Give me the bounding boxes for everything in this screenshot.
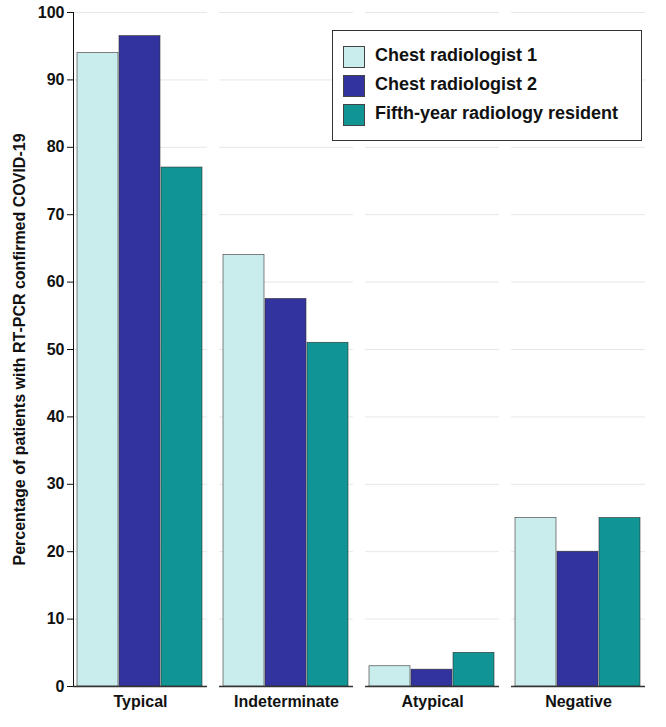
html-text:Chest radiologist 1: Chest radiologist 1: [375, 45, 537, 65]
html-text:Fifth-year radiology resident: Fifth-year radiology resident: [375, 103, 618, 123]
svg-text:80: 80: [47, 138, 65, 155]
svg-text:20: 20: [47, 543, 65, 560]
html-text:Chest radiologist 2: Chest radiologist 2: [375, 74, 537, 94]
svg-text:30: 30: [47, 475, 65, 492]
svg-text:10: 10: [47, 610, 65, 627]
svg-text:90: 90: [47, 71, 65, 88]
svg-text:Indeterminate: Indeterminate: [234, 693, 339, 710]
svg-text:0: 0: [56, 678, 65, 695]
svg-text:Percentage of patients with RT: Percentage of patients with RT-PCR confi…: [11, 133, 28, 565]
svg-text:60: 60: [47, 273, 65, 290]
svg-text:Negative: Negative: [545, 693, 612, 710]
svg-text:Typical: Typical: [114, 693, 168, 710]
svg-text:70: 70: [47, 206, 65, 223]
svg-text:100: 100: [38, 4, 65, 21]
svg-text:Atypical: Atypical: [401, 693, 463, 710]
svg-text:40: 40: [47, 408, 65, 425]
svg-text:50: 50: [47, 341, 65, 358]
